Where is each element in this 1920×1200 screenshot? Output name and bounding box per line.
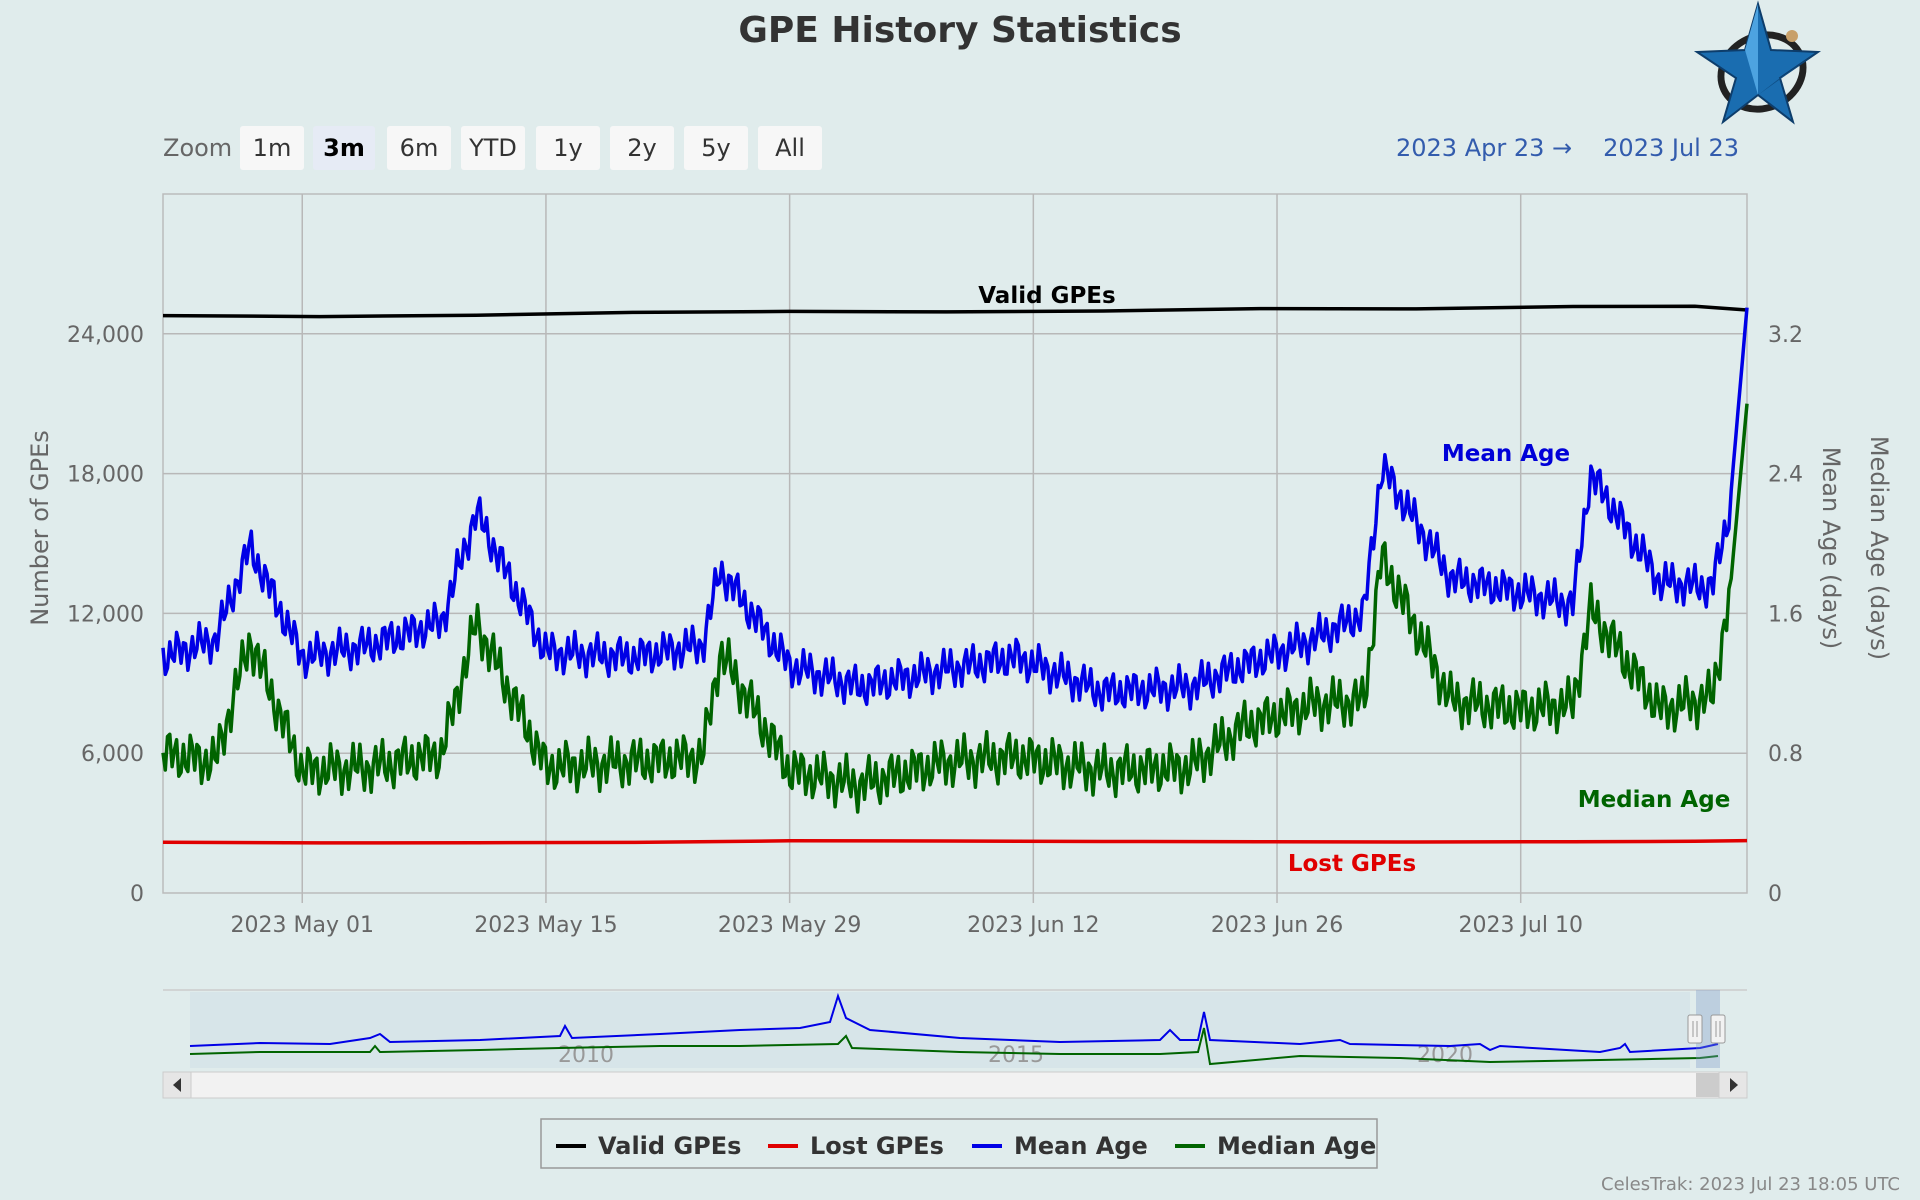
scroll-left-button[interactable] xyxy=(162,1071,192,1099)
legend-item-mean-age[interactable]: Mean Age xyxy=(972,1132,1148,1160)
scroll-right-icon xyxy=(1730,1078,1738,1092)
legend-label: Mean Age xyxy=(1014,1132,1148,1160)
navigator-year-2020: 2020 xyxy=(1417,1043,1473,1068)
zoom-button-1y[interactable]: 1y xyxy=(536,126,600,170)
zoom-button-bg xyxy=(610,126,674,170)
navigator-year-2015: 2015 xyxy=(988,1043,1044,1068)
left-axis-ticks: 0 6,000 12,000 18,000 24,000 xyxy=(67,323,144,907)
zoom-button-3m[interactable]: 3m xyxy=(313,126,375,170)
left-axis-title: Number of GPEs xyxy=(26,430,54,626)
range-to[interactable]: 2023 Jul 23 xyxy=(1603,134,1739,162)
celestrak-star-logo-icon xyxy=(1693,0,1822,125)
range-from[interactable]: 2023 Apr 23 xyxy=(1396,134,1544,162)
right-tick-label: 0 xyxy=(1768,882,1782,907)
zoom-button-label: 1y xyxy=(553,134,582,162)
x-tick-label: 2023 May 01 xyxy=(231,913,374,938)
x-tick-label: 2023 Jun 12 xyxy=(967,913,1099,938)
zoom-button-bg xyxy=(240,126,304,170)
series-layer xyxy=(161,304,1749,845)
right-tick-label: 2.4 xyxy=(1768,463,1803,488)
zoom-button-label: 5y xyxy=(701,134,730,162)
zoom-button-bg xyxy=(684,126,748,170)
zoom-button-label: All xyxy=(775,134,805,162)
legend-item-lost-gpes[interactable]: Lost GPEs xyxy=(768,1132,944,1160)
legend-label: Median Age xyxy=(1217,1132,1376,1160)
legend-item-median-age[interactable]: Median Age xyxy=(1175,1132,1376,1160)
legend: Valid GPEs Lost GPEs Mean Age Median Age xyxy=(540,1118,1378,1169)
left-tick-label: 18,000 xyxy=(67,463,144,488)
zoom-button-6m[interactable]: 6m xyxy=(387,126,451,170)
zoom-button-5y[interactable]: 5y xyxy=(684,126,748,170)
x-tick-label: 2023 Jul 10 xyxy=(1458,913,1583,938)
navigator-mean-line xyxy=(189,992,1719,1054)
zoom-button-label: 1m xyxy=(253,134,292,162)
zoom-button-bg xyxy=(387,126,451,170)
right-axis-ticks: 0 0.8 1.6 2.4 3.2 xyxy=(1768,323,1803,907)
navigator-median-line xyxy=(189,1027,1719,1066)
legend-label: Lost GPEs xyxy=(810,1132,944,1160)
label-lost-gpes: Lost GPEs xyxy=(1288,851,1416,877)
credit-text: CelesTrak: 2023 Jul 23 18:05 UTC xyxy=(1601,1174,1900,1195)
series-line-lost-gpes[interactable] xyxy=(162,838,1748,845)
zoom-buttons: 1m 3m 6m YTD 1y 2y 5y All xyxy=(240,126,822,170)
x-axis-ticks: 2023 May 01 2023 May 15 2023 May 29 2023 Ju… xyxy=(231,893,1583,938)
zoom-button-1m[interactable]: 1m xyxy=(240,126,304,170)
series-line-valid-gpes[interactable] xyxy=(162,304,1748,319)
zoom-button-label: 6m xyxy=(400,134,439,162)
x-tick-label: 2023 May 29 xyxy=(718,913,861,938)
range-arrow: → xyxy=(1552,134,1572,162)
series-line-median-age[interactable] xyxy=(161,403,1749,814)
series-line-mean-age[interactable] xyxy=(161,307,1749,712)
zoom-button-bg xyxy=(313,126,375,170)
right-tick-label: 0.8 xyxy=(1768,742,1803,767)
right-tick-label: 1.6 xyxy=(1768,602,1803,627)
median-age-axis-title: Median Age (days) xyxy=(1865,436,1893,660)
zoom-button-ytd[interactable]: YTD xyxy=(461,126,525,170)
zoom-button-all[interactable]: All xyxy=(758,126,822,170)
navigator-right-handle[interactable] xyxy=(1710,1014,1726,1044)
scrollbar-track[interactable] xyxy=(162,1071,1748,1099)
zoom-label: Zoom xyxy=(163,134,232,162)
mean-age-axis-title: Mean Age (days) xyxy=(1817,447,1845,649)
left-tick-label: 12,000 xyxy=(67,602,144,627)
left-tick-label: 0 xyxy=(130,882,144,907)
zoom-button-bg xyxy=(536,126,600,170)
x-tick-label: 2023 Jun 26 xyxy=(1211,913,1343,938)
zoom-button-2y[interactable]: 2y xyxy=(610,126,674,170)
chart-title: GPE History Statistics xyxy=(738,10,1181,51)
label-median-age: Median Age xyxy=(1578,787,1731,813)
navigator-left-handle[interactable] xyxy=(1687,1014,1703,1044)
zoom-button-bg xyxy=(758,126,822,170)
label-valid-gpes: Valid GPEs xyxy=(978,283,1115,309)
scrollbar-thumb[interactable] xyxy=(1696,1073,1720,1097)
plot-area xyxy=(162,193,1748,894)
zoom-button-label: 2y xyxy=(627,134,656,162)
zoom-button-bg xyxy=(461,126,525,170)
scroll-left-icon xyxy=(173,1078,181,1092)
legend-item-valid-gpes[interactable]: Valid GPEs xyxy=(556,1132,741,1160)
left-tick-label: 24,000 xyxy=(67,323,144,348)
zoom-button-label: YTD xyxy=(468,134,517,162)
legend-label: Valid GPEs xyxy=(598,1132,741,1160)
navigator[interactable]: 2010 2015 2020 xyxy=(163,989,1747,1068)
x-tick-label: 2023 May 15 xyxy=(474,913,617,938)
left-tick-label: 6,000 xyxy=(81,742,144,767)
scrollbar[interactable] xyxy=(162,1071,1748,1099)
right-tick-label: 3.2 xyxy=(1768,323,1803,348)
legend-box xyxy=(540,1118,1378,1169)
zoom-button-label: 3m xyxy=(323,134,365,162)
label-mean-age: Mean Age xyxy=(1442,441,1570,467)
